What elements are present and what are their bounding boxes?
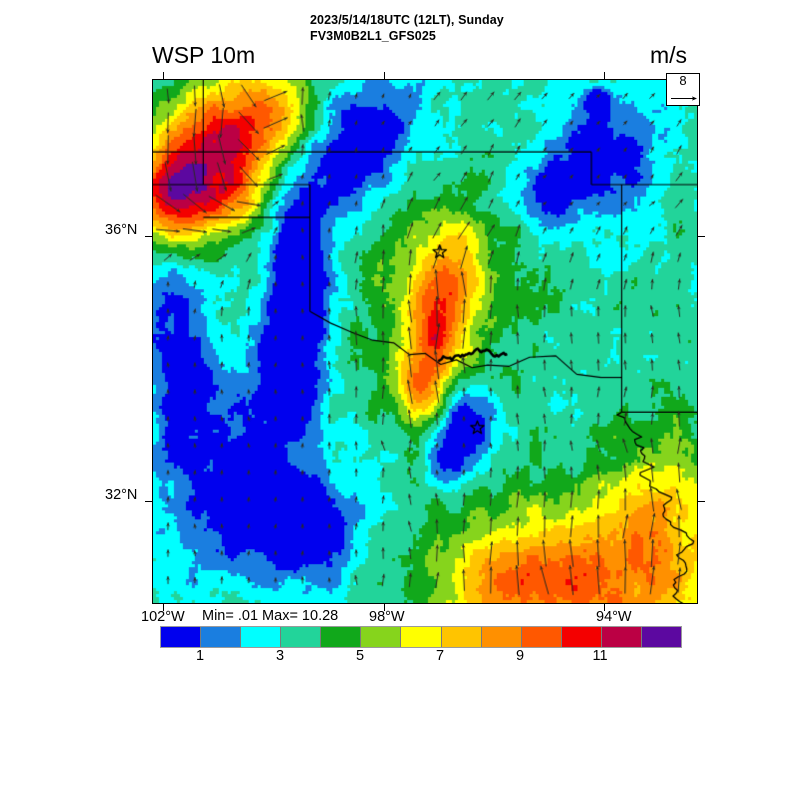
lon-tick-102	[163, 603, 165, 611]
wind-vector-legend-value: 8	[679, 73, 687, 88]
colorbar-swatch	[521, 627, 562, 647]
lat-tick-36	[145, 236, 153, 238]
statistics-minmax: Min= .01 Max= 10.28	[202, 608, 339, 624]
colorbar-tick-3: 3	[275, 648, 285, 664]
colorbar-tick-1: 1	[195, 648, 205, 664]
lon-tick-102-top	[163, 72, 165, 80]
colorbar-swatch	[361, 627, 402, 647]
arrow-right-icon	[671, 96, 697, 101]
lat-tick-32-right	[697, 501, 705, 503]
colorbar-swatch	[161, 627, 202, 647]
field-label: WSP 10m	[152, 42, 256, 68]
lon-tick-98-top	[384, 72, 386, 80]
colorbar-tick-5: 5	[355, 648, 365, 664]
lon-tick-98	[384, 603, 386, 611]
colorbar-tick-11: 11	[592, 648, 608, 664]
colorbar-swatch	[481, 627, 522, 647]
lat-label-32: 32°N	[105, 487, 138, 503]
lat-tick-32	[145, 501, 153, 503]
units-label: m/s	[650, 42, 688, 68]
lon-label-102: 102°W	[141, 609, 185, 625]
lon-tick-94-top	[604, 72, 606, 80]
colorbar-tick-7: 7	[435, 648, 445, 664]
colorbar-swatch	[601, 627, 642, 647]
lon-label-94: 94°W	[596, 609, 632, 625]
lon-label-98: 98°W	[369, 609, 405, 625]
colorbar-swatch	[641, 627, 682, 647]
colorbar-swatch	[201, 627, 242, 647]
colorbar-swatch	[441, 627, 482, 647]
wind-speed-field	[153, 80, 697, 603]
title-model: FV3M0B2L1_GFS025	[310, 29, 436, 43]
colorbar-swatch	[241, 627, 282, 647]
lon-tick-94	[604, 603, 606, 611]
lat-tick-36-right	[697, 236, 705, 238]
map-plot-area[interactable]	[152, 79, 698, 604]
colorbar-tick-labels: 1 3 5 7 9 11	[160, 648, 680, 664]
wind-vector-legend: 8	[666, 73, 700, 106]
colorbar-swatch	[321, 627, 362, 647]
title-datetime: 2023/5/14/18UTC (12LT), Sunday	[310, 13, 504, 27]
colorbar[interactable]	[160, 626, 682, 648]
lat-label-36: 36°N	[105, 222, 138, 238]
colorbar-swatch	[401, 627, 442, 647]
colorbar-swatch	[281, 627, 322, 647]
colorbar-swatch	[561, 627, 602, 647]
colorbar-tick-9: 9	[515, 648, 525, 664]
